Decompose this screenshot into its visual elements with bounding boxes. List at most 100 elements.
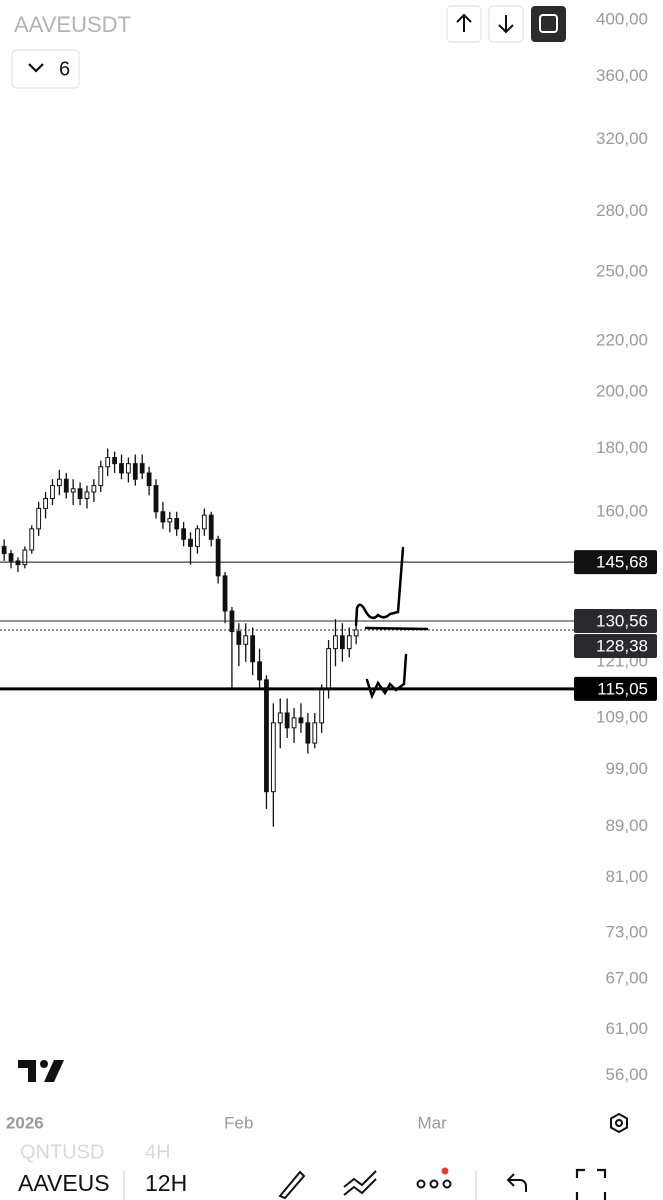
- candle-body: [29, 528, 35, 551]
- logo-shape: [18, 1060, 36, 1082]
- prev-symbol: QNTUSD: [20, 1141, 104, 1163]
- bottom-toolbar: [0, 1140, 663, 1200]
- candle-body: [277, 712, 283, 724]
- candle-body: [139, 463, 145, 474]
- tradingview-logo: [18, 1060, 64, 1082]
- chart-title: AAVEUSDT: [14, 12, 131, 37]
- interval-selector[interactable]: 12H: [145, 1170, 187, 1196]
- candle-body: [50, 485, 55, 500]
- candle-body: [153, 485, 159, 513]
- square-icon: [539, 14, 558, 33]
- price-label-box: [574, 608, 657, 633]
- dot: [429, 1179, 439, 1189]
- x-tick-label: Mar: [417, 1113, 447, 1132]
- y-tick-label: 73,00: [605, 923, 648, 942]
- indicators-icon[interactable]: [343, 1170, 377, 1196]
- candle-body: [1, 545, 7, 555]
- button-frame: [11, 49, 80, 89]
- logo-shape: [40, 1060, 48, 1068]
- candle-body: [270, 722, 276, 793]
- price-label-box: [574, 676, 657, 701]
- candle-body: [22, 549, 28, 566]
- candle-body: [125, 463, 131, 474]
- dot: [442, 1179, 452, 1189]
- candle-body: [174, 518, 180, 530]
- price-label: 128,38: [596, 636, 648, 655]
- fullscreen-icon[interactable]: [575, 1168, 607, 1200]
- prev-interval: 4H: [145, 1141, 171, 1163]
- candle-body: [333, 635, 338, 650]
- y-tick-label: 220,00: [596, 330, 648, 349]
- candle-body: [353, 629, 359, 637]
- candle-body: [160, 511, 166, 523]
- candle-body: [105, 457, 111, 468]
- y-tick-label: 320,00: [596, 129, 648, 148]
- candle-body: [119, 463, 124, 474]
- candle-body: [77, 488, 83, 500]
- price-label: 115,05: [597, 679, 648, 698]
- price-label-box: [574, 550, 657, 575]
- hand-drawn-path: [354, 546, 405, 627]
- more-button[interactable]: [416, 1167, 452, 1189]
- y-tick-label: 81,00: [605, 867, 648, 886]
- candle-body: [43, 498, 48, 509]
- scroll-up-button[interactable]: [446, 5, 482, 43]
- symbol-selector[interactable]: AAVEUS: [18, 1170, 110, 1196]
- logo-shape: [44, 1060, 64, 1082]
- candle-body: [250, 635, 256, 663]
- scroll-down-button[interactable]: [488, 5, 524, 43]
- x-tick-label: Feb: [224, 1113, 253, 1132]
- interval-count: 6: [59, 58, 70, 80]
- candle-body: [257, 661, 262, 681]
- y-tick-label: 360,00: [596, 66, 648, 85]
- candle-body: [201, 514, 207, 530]
- price-label: 130,56: [596, 611, 648, 630]
- y-tick-label: 400,00: [596, 9, 648, 28]
- y-tick-label: 180,00: [596, 438, 648, 457]
- y-tick-label: 67,00: [605, 969, 648, 988]
- candle-body: [298, 717, 304, 724]
- candle-body: [195, 528, 200, 547]
- candle-body: [15, 560, 21, 566]
- candle-body: [36, 507, 42, 530]
- candle-body: [146, 472, 152, 487]
- candle-body: [56, 478, 62, 487]
- undo-icon[interactable]: [506, 1173, 527, 1192]
- draw-tool-icon[interactable]: [278, 1170, 306, 1200]
- candle-body: [70, 488, 76, 493]
- settings-icon[interactable]: [610, 1112, 628, 1134]
- hand-drawn-path: [365, 653, 408, 700]
- candle-body: [346, 635, 352, 650]
- candle-body: [8, 553, 14, 562]
- y-tick-label: 109,00: [596, 707, 648, 726]
- candle-body: [243, 635, 249, 645]
- candle-body: [319, 688, 325, 724]
- candle-body: [305, 722, 311, 744]
- candle-body: [291, 717, 297, 729]
- candle-body: [181, 528, 187, 540]
- dot: [416, 1179, 426, 1189]
- chevron-icon: [28, 63, 44, 73]
- candle-body: [112, 457, 117, 465]
- price-label-box: [574, 633, 657, 658]
- plot-area: 400,00 360,00 320,00 280,00 250,00 220,00 200,…: [0, 9, 657, 1132]
- y-tick-label: 56,00: [605, 1065, 648, 1084]
- drawing-annotations: [354, 546, 429, 700]
- candle-body: [284, 712, 290, 729]
- y-tick-label: 280,00: [596, 201, 648, 220]
- fullscreen-button[interactable]: [531, 6, 566, 42]
- notification-dot: [441, 1167, 449, 1175]
- candle-body: [236, 631, 242, 645]
- y-tick-label: 89,00: [605, 816, 648, 835]
- candle-body: [84, 491, 90, 500]
- interval-button[interactable]: 6: [11, 49, 80, 89]
- candle-body: [222, 575, 228, 612]
- candle-body: [63, 478, 69, 493]
- candle-body: [326, 648, 331, 690]
- candle-body: [264, 679, 269, 793]
- y-tick-label: 61,00: [605, 1019, 648, 1038]
- candle-body: [167, 518, 173, 523]
- y-tick-label: 200,00: [596, 381, 648, 400]
- candle-body: [188, 538, 193, 547]
- candle-body: [132, 463, 138, 480]
